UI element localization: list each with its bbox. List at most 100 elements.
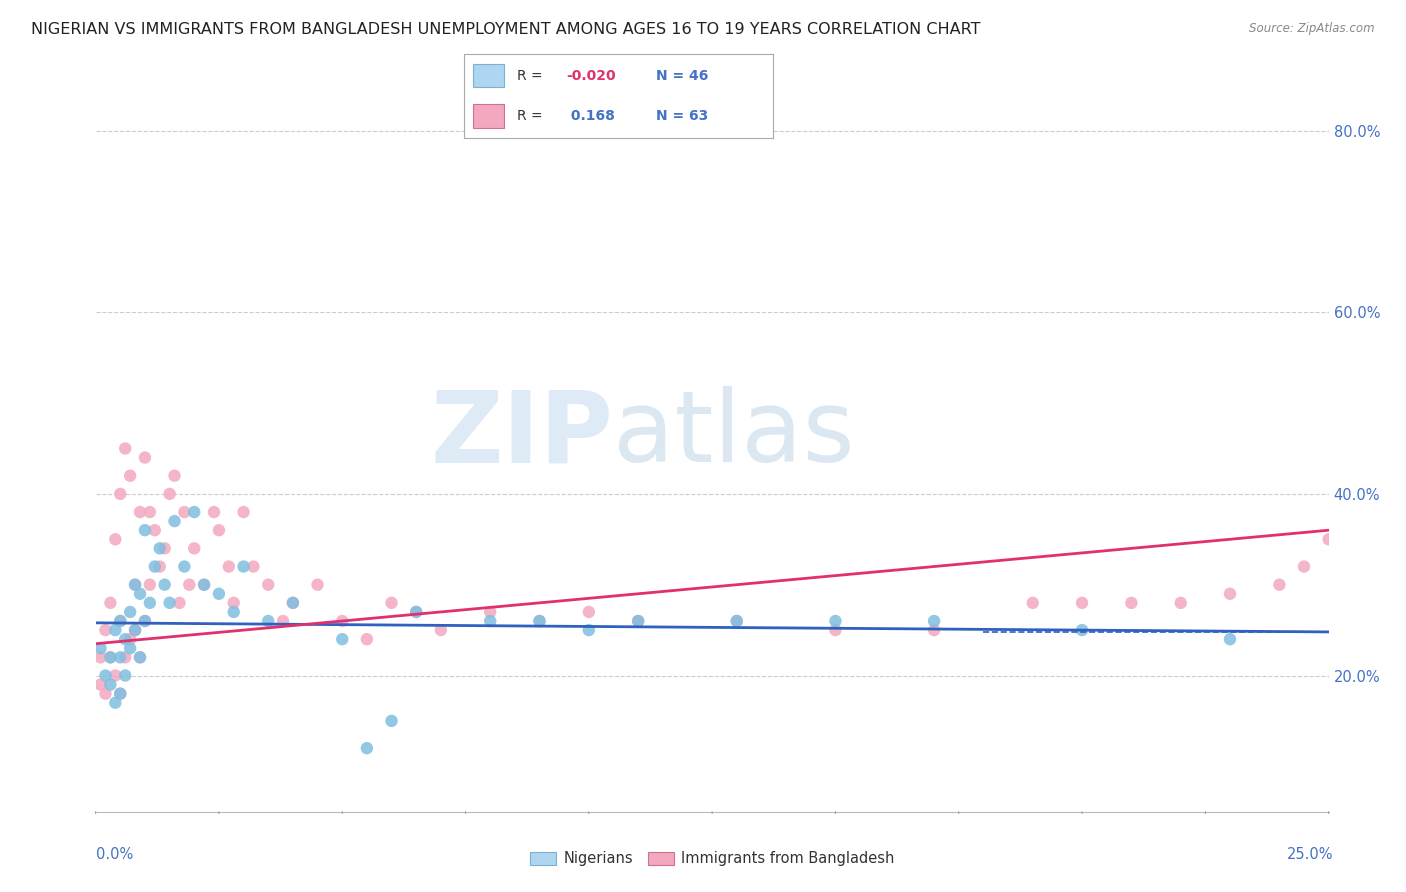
Point <box>129 505 152 519</box>
Point <box>94 687 117 701</box>
Point <box>110 687 132 701</box>
Point <box>1022 596 1045 610</box>
Point <box>124 577 146 591</box>
Point <box>110 614 132 628</box>
Point <box>139 596 162 610</box>
Point <box>94 623 117 637</box>
Point <box>232 505 254 519</box>
Point <box>110 487 132 501</box>
Point <box>479 614 502 628</box>
Point <box>330 614 353 628</box>
Point <box>208 587 231 601</box>
Point <box>193 577 215 591</box>
Point <box>110 687 132 701</box>
Point <box>1071 623 1094 637</box>
Point <box>114 668 136 682</box>
Point <box>529 614 551 628</box>
Point <box>1219 587 1241 601</box>
Point <box>104 533 127 547</box>
Point <box>153 541 176 556</box>
FancyBboxPatch shape <box>474 63 505 87</box>
Point <box>104 623 127 637</box>
Point <box>114 650 136 665</box>
Point <box>129 650 152 665</box>
Point <box>149 559 172 574</box>
Point <box>627 614 650 628</box>
Point <box>824 623 846 637</box>
Point <box>1219 632 1241 647</box>
Point <box>120 468 142 483</box>
Point <box>242 559 264 574</box>
Point <box>129 650 152 665</box>
Point <box>104 668 127 682</box>
Text: R =: R = <box>516 109 551 123</box>
Point <box>159 487 181 501</box>
Point <box>725 614 748 628</box>
Point <box>100 650 122 665</box>
Text: atlas: atlas <box>613 386 855 483</box>
Point <box>222 596 245 610</box>
Point <box>183 541 205 556</box>
Point <box>94 668 117 682</box>
Point <box>139 577 162 591</box>
Point <box>307 577 329 591</box>
Point <box>134 450 156 465</box>
Point <box>173 559 195 574</box>
Point <box>1170 596 1192 610</box>
Point <box>134 523 156 537</box>
Point <box>479 605 502 619</box>
Point <box>281 596 304 610</box>
Text: 25.0%: 25.0% <box>1286 847 1333 862</box>
Point <box>1317 533 1340 547</box>
Point <box>120 632 142 647</box>
Text: N = 46: N = 46 <box>655 69 709 83</box>
Point <box>129 587 152 601</box>
Point <box>134 614 156 628</box>
Point <box>159 596 181 610</box>
Point <box>208 523 231 537</box>
Point <box>1292 559 1315 574</box>
Point <box>124 623 146 637</box>
Point <box>824 614 846 628</box>
Point <box>114 442 136 456</box>
Point <box>232 559 254 574</box>
Point <box>100 677 122 691</box>
Text: -0.020: -0.020 <box>567 69 616 83</box>
Point <box>405 605 427 619</box>
Text: 0.168: 0.168 <box>567 109 614 123</box>
Point <box>104 696 127 710</box>
Point <box>257 614 280 628</box>
Point <box>202 505 225 519</box>
Point <box>218 559 240 574</box>
FancyBboxPatch shape <box>474 104 505 128</box>
Point <box>100 596 122 610</box>
Point <box>110 614 132 628</box>
Text: NIGERIAN VS IMMIGRANTS FROM BANGLADESH UNEMPLOYMENT AMONG AGES 16 TO 19 YEARS CO: NIGERIAN VS IMMIGRANTS FROM BANGLADESH U… <box>31 22 980 37</box>
Point <box>430 623 453 637</box>
Point <box>163 514 186 528</box>
Point <box>90 641 112 656</box>
Point <box>179 577 201 591</box>
Point <box>114 632 136 647</box>
Point <box>153 577 176 591</box>
Point <box>1268 577 1291 591</box>
Point <box>380 596 402 610</box>
Point <box>183 505 205 519</box>
Point <box>134 614 156 628</box>
Point <box>922 623 945 637</box>
Point <box>124 623 146 637</box>
Point <box>627 614 650 628</box>
Point <box>90 650 112 665</box>
Text: Source: ZipAtlas.com: Source: ZipAtlas.com <box>1250 22 1375 36</box>
Point <box>143 559 166 574</box>
Point <box>120 605 142 619</box>
Point <box>356 632 378 647</box>
Text: R =: R = <box>516 69 547 83</box>
Point <box>529 614 551 628</box>
Point <box>922 614 945 628</box>
Point <box>281 596 304 610</box>
Point <box>124 577 146 591</box>
Point <box>1071 596 1094 610</box>
Text: ZIP: ZIP <box>430 386 613 483</box>
Point <box>169 596 191 610</box>
